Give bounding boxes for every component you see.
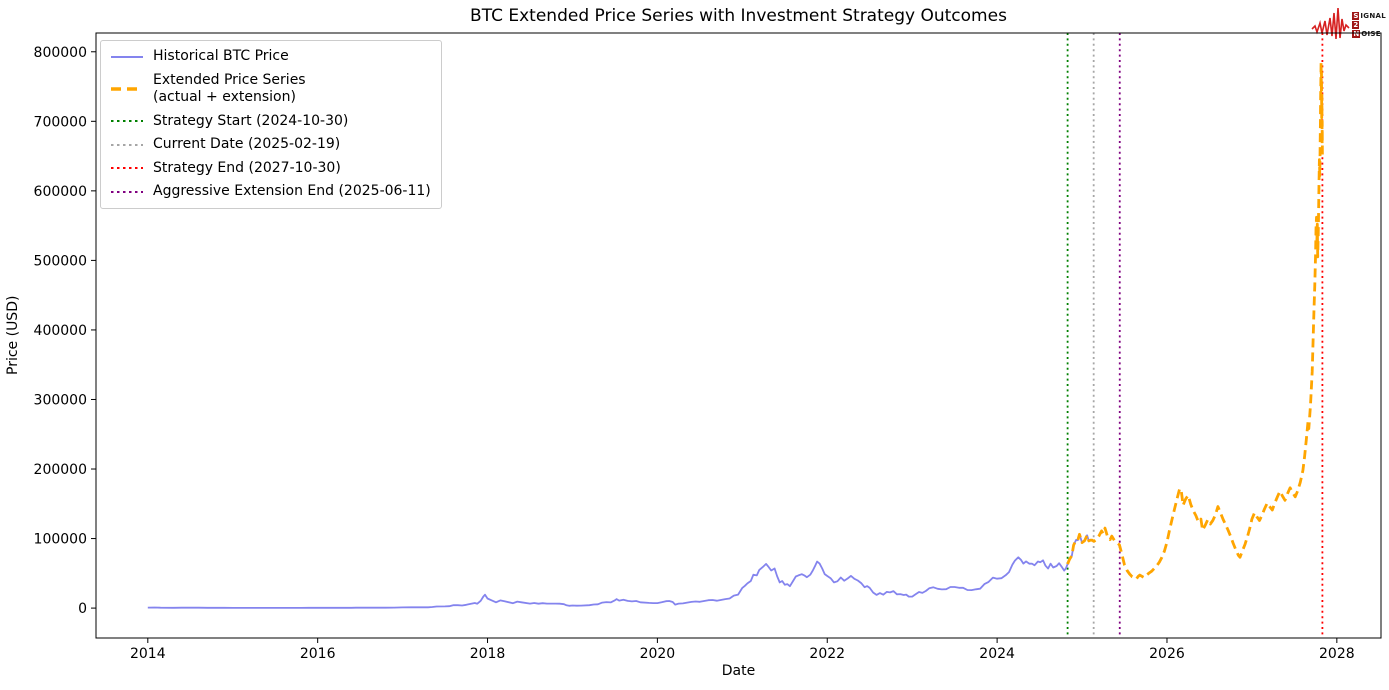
- y-tick-label: 600000: [34, 184, 87, 200]
- x-tick-label: 2022: [809, 646, 845, 662]
- legend-sample-line-icon: [111, 190, 143, 193]
- legend-item-label: Extended Price Series (actual + extensio…: [153, 71, 306, 106]
- y-tick-label: 200000: [34, 462, 87, 478]
- legend-sample-line-icon: [111, 120, 143, 123]
- legend-sample-line-icon: [111, 143, 143, 146]
- logo-text: S IGNAL 2 N OISE: [1352, 12, 1386, 38]
- x-tick-label: 2016: [300, 646, 336, 662]
- legend-sample-line-icon: [111, 87, 143, 91]
- legend-item: Historical BTC Price: [109, 48, 431, 66]
- legend-item-label: Current Date (2025-02-19): [153, 136, 341, 152]
- logo-word-rest: IGNAL: [1360, 12, 1386, 20]
- y-tick-label: 100000: [34, 532, 87, 548]
- y-tick-label: 400000: [34, 323, 87, 339]
- legend-item: Extended Price Series (actual + extensio…: [109, 72, 431, 107]
- legend-sample-line-icon: [111, 55, 143, 58]
- y-tick-label: 300000: [34, 392, 87, 408]
- logo-word-rest: OISE: [1361, 30, 1381, 38]
- x-tick-label: 2028: [1319, 646, 1355, 662]
- logo-word: S IGNAL: [1352, 12, 1386, 20]
- legend-sample-line-icon: [111, 167, 143, 170]
- logo-boxed-letter: 2: [1352, 21, 1360, 29]
- x-tick-label: 2018: [470, 646, 506, 662]
- legend: Historical BTC Price Extended Price Serie…: [100, 40, 442, 209]
- x-axis-label: Date: [721, 663, 756, 679]
- legend-item: Aggressive Extension End (2025-06-11): [109, 183, 431, 201]
- y-tick-label: 700000: [34, 114, 87, 130]
- x-tick-label: 2026: [1149, 646, 1185, 662]
- x-tick-label: 2020: [640, 646, 676, 662]
- legend-item: Current Date (2025-02-19): [109, 136, 431, 154]
- signal2noise-logo: S IGNAL 2 N OISE: [1311, 5, 1386, 45]
- extension-series-line: [1066, 60, 1324, 581]
- chart-title: BTC Extended Price Series with Investmen…: [470, 6, 1007, 26]
- x-tick-label: 2024: [979, 646, 1015, 662]
- plot-border: [95, 32, 1382, 639]
- logo-boxed-letter: S: [1352, 12, 1360, 20]
- logo-word: 2: [1352, 21, 1386, 29]
- historical-series-line: [147, 533, 1095, 609]
- legend-item-label: Strategy Start (2024-10-30): [153, 112, 349, 129]
- legend-item-label: Historical BTC Price: [153, 48, 289, 64]
- y-tick-label: 800000: [34, 45, 87, 61]
- y-tick-label: 0: [78, 601, 87, 617]
- legend-item-label: Strategy End (2027-10-30): [153, 159, 341, 176]
- x-tick-label: 2014: [130, 646, 166, 662]
- y-axis-label: Price (USD): [5, 295, 21, 376]
- logo-word: N OISE: [1352, 30, 1386, 38]
- legend-item: Strategy End (2027-10-30): [109, 160, 431, 178]
- y-tick-label: 500000: [34, 253, 87, 269]
- legend-item-label: Aggressive Extension End (2025-06-11): [153, 183, 431, 199]
- logo-boxed-letter: N: [1352, 30, 1361, 38]
- waveform-icon: [1311, 7, 1350, 40]
- legend-item: Strategy Start (2024-10-30): [109, 113, 431, 131]
